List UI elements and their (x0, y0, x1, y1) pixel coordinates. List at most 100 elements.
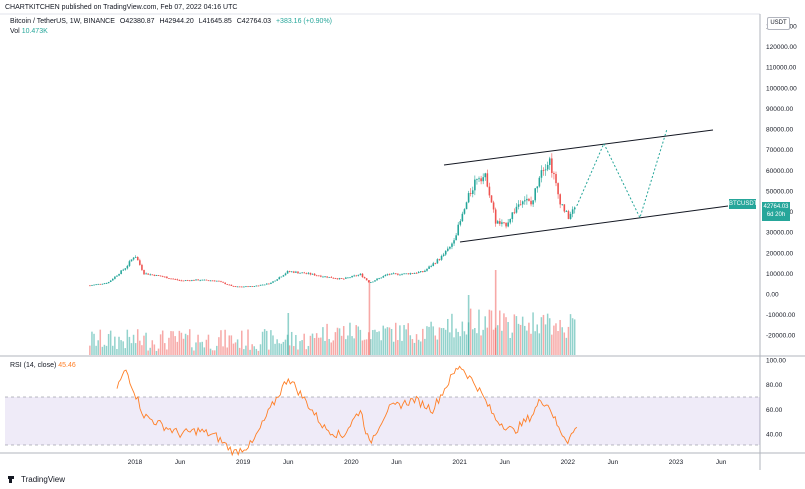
volume-bar (301, 340, 303, 355)
candle-body (565, 211, 568, 212)
volume-bar (567, 326, 570, 355)
candle-body (551, 158, 553, 173)
candle-body (253, 286, 256, 288)
candle-body (191, 279, 193, 281)
candle-body (218, 280, 220, 282)
volume-bar (453, 337, 455, 355)
candle-body (494, 209, 497, 224)
volume-bar (378, 331, 380, 355)
candle-body (507, 222, 509, 227)
candle-body (182, 280, 185, 282)
volume-bar (290, 331, 293, 355)
volume-bar (467, 295, 470, 355)
candle-body (361, 273, 364, 278)
candle-body (197, 279, 199, 281)
volume-bar (484, 316, 486, 355)
candle-body (224, 282, 226, 285)
candle-body (193, 279, 195, 281)
candle-body (195, 279, 197, 281)
volume-bar (236, 339, 239, 355)
symbol-badge: BTCUSDT (729, 199, 758, 209)
volume-bar (172, 331, 174, 355)
channel-lower-line[interactable] (459, 205, 729, 243)
candle-body (382, 276, 385, 278)
rsi-label[interactable]: RSI (14, close) (10, 362, 57, 369)
volume-bar (338, 328, 341, 355)
publisher-line: CHARTKITCHEN published on TradingView.co… (5, 4, 238, 11)
time-tick-label: 2020 (344, 459, 359, 466)
volume-bar (370, 339, 372, 355)
candle-body (295, 271, 297, 273)
price-tick-label: 10000.00 (766, 271, 793, 278)
volume-bar (139, 340, 141, 355)
volume-bar (488, 309, 491, 355)
volume-bar (95, 345, 97, 355)
time-tick-label: 2022 (561, 459, 576, 466)
currency-unit-button[interactable]: USDT (767, 17, 790, 30)
candle-body (318, 275, 320, 277)
footer-brand[interactable]: TradingView (8, 475, 65, 484)
volume-bar (118, 336, 120, 355)
volume-bar (544, 324, 547, 355)
price-tick-label: 70000.00 (766, 147, 793, 154)
price-tick-label: -10000.00 (766, 312, 796, 319)
volume-bar (297, 349, 299, 355)
volume-bar (224, 329, 226, 355)
volume-bar (384, 328, 387, 355)
volume-bar (426, 326, 428, 355)
volume-bar (228, 335, 231, 355)
candle-body (105, 283, 108, 284)
candle-body (465, 202, 468, 210)
projection-path[interactable] (576, 128, 668, 220)
candle-body (153, 274, 156, 276)
candle-body (517, 204, 520, 207)
time-tick-label: Jun (175, 459, 186, 466)
volume-bar (213, 350, 216, 355)
last-price: 42764.03 (763, 204, 789, 210)
volume-bar (128, 336, 131, 355)
volume-bar (469, 308, 472, 355)
candle-body (276, 279, 278, 281)
volume-bar (197, 334, 199, 355)
volume-bar (145, 332, 147, 355)
candle-body (351, 275, 353, 278)
candle-body (349, 277, 351, 279)
price-tick-label: 90000.00 (766, 106, 793, 113)
candle-body (536, 186, 539, 189)
candle-body (251, 286, 254, 288)
volume-bar (245, 345, 247, 355)
open-value: O42380.87 (119, 18, 155, 25)
candle-body (109, 280, 112, 283)
volume-bar (132, 334, 135, 355)
candle-body (390, 273, 393, 275)
candle-body (91, 285, 93, 286)
volume-bar (288, 345, 291, 355)
candle-body (155, 275, 158, 276)
tradingview-logo-icon (8, 476, 18, 483)
volume-bar (153, 344, 156, 355)
channel-upper-line[interactable] (443, 129, 714, 166)
volume-bar (457, 331, 459, 355)
candle-body (505, 222, 507, 227)
time-tick-label: 2023 (669, 459, 684, 466)
rsi-line (116, 365, 578, 457)
candle-body (282, 275, 285, 277)
candle-body (484, 173, 487, 178)
candle-body (492, 202, 495, 210)
candle-body (334, 278, 337, 280)
candle-body (430, 266, 432, 267)
volume-bar (272, 335, 274, 355)
price-tick-label: 100000.00 (766, 85, 797, 92)
volume-bar (492, 329, 495, 355)
volume-bar (107, 333, 110, 355)
candle-body (184, 280, 187, 282)
candle-body (211, 280, 214, 282)
volume-bar (515, 316, 518, 355)
candle-body (118, 273, 120, 276)
volume-bar (403, 325, 405, 355)
candle-body (571, 209, 574, 214)
volume-bar (99, 329, 102, 355)
symbol-name[interactable]: Bitcoin / TetherUS, 1W, BINANCE (10, 18, 115, 25)
volume-bar (268, 349, 270, 355)
